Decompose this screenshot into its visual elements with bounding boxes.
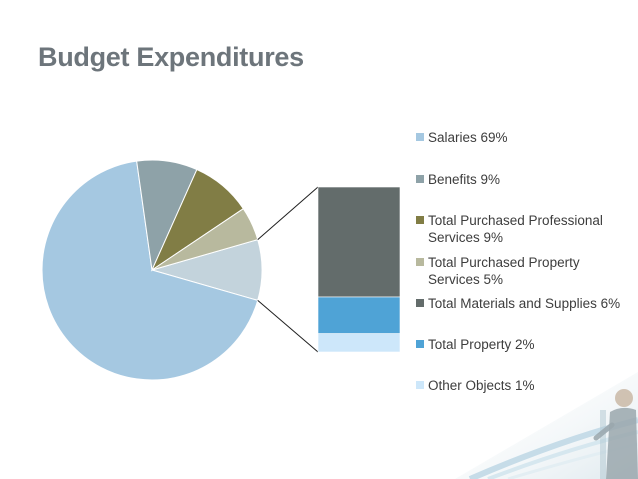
- legend-label: Total Property 2%: [428, 337, 535, 352]
- legend-label: Total Purchased Professional Services 9%: [428, 213, 603, 245]
- bar-segment-total-property: [317, 296, 401, 334]
- pie-slice-salaries: [41, 160, 259, 381]
- legend-swatch: [416, 299, 424, 307]
- legend-label: Other Objects 1%: [428, 378, 535, 393]
- bar-segment-other-objects: [317, 333, 401, 353]
- legend-label: Total Purchased Property Services 5%: [428, 255, 580, 287]
- legend-swatch: [416, 216, 424, 224]
- legend-swatch: [416, 340, 424, 348]
- slide-title: Budget Expenditures: [38, 42, 304, 72]
- legend-label: Salaries 69%: [428, 130, 508, 145]
- legend-label: Benefits 9%: [428, 172, 501, 187]
- pie-group: [41, 159, 263, 381]
- connector-line-bottom: [257, 300, 319, 353]
- legend-swatch: [416, 175, 424, 183]
- legend-label: Total Materials and Supplies 6%: [428, 296, 621, 311]
- connector-line-top: [257, 186, 319, 240]
- connector-lines: [257, 186, 319, 353]
- legend-swatch: [416, 258, 424, 266]
- legend-swatch: [416, 133, 424, 141]
- legend-swatch: [416, 381, 424, 389]
- stacked-bar: [317, 186, 401, 353]
- bar-segment-total-materials-and-supplies: [317, 186, 401, 298]
